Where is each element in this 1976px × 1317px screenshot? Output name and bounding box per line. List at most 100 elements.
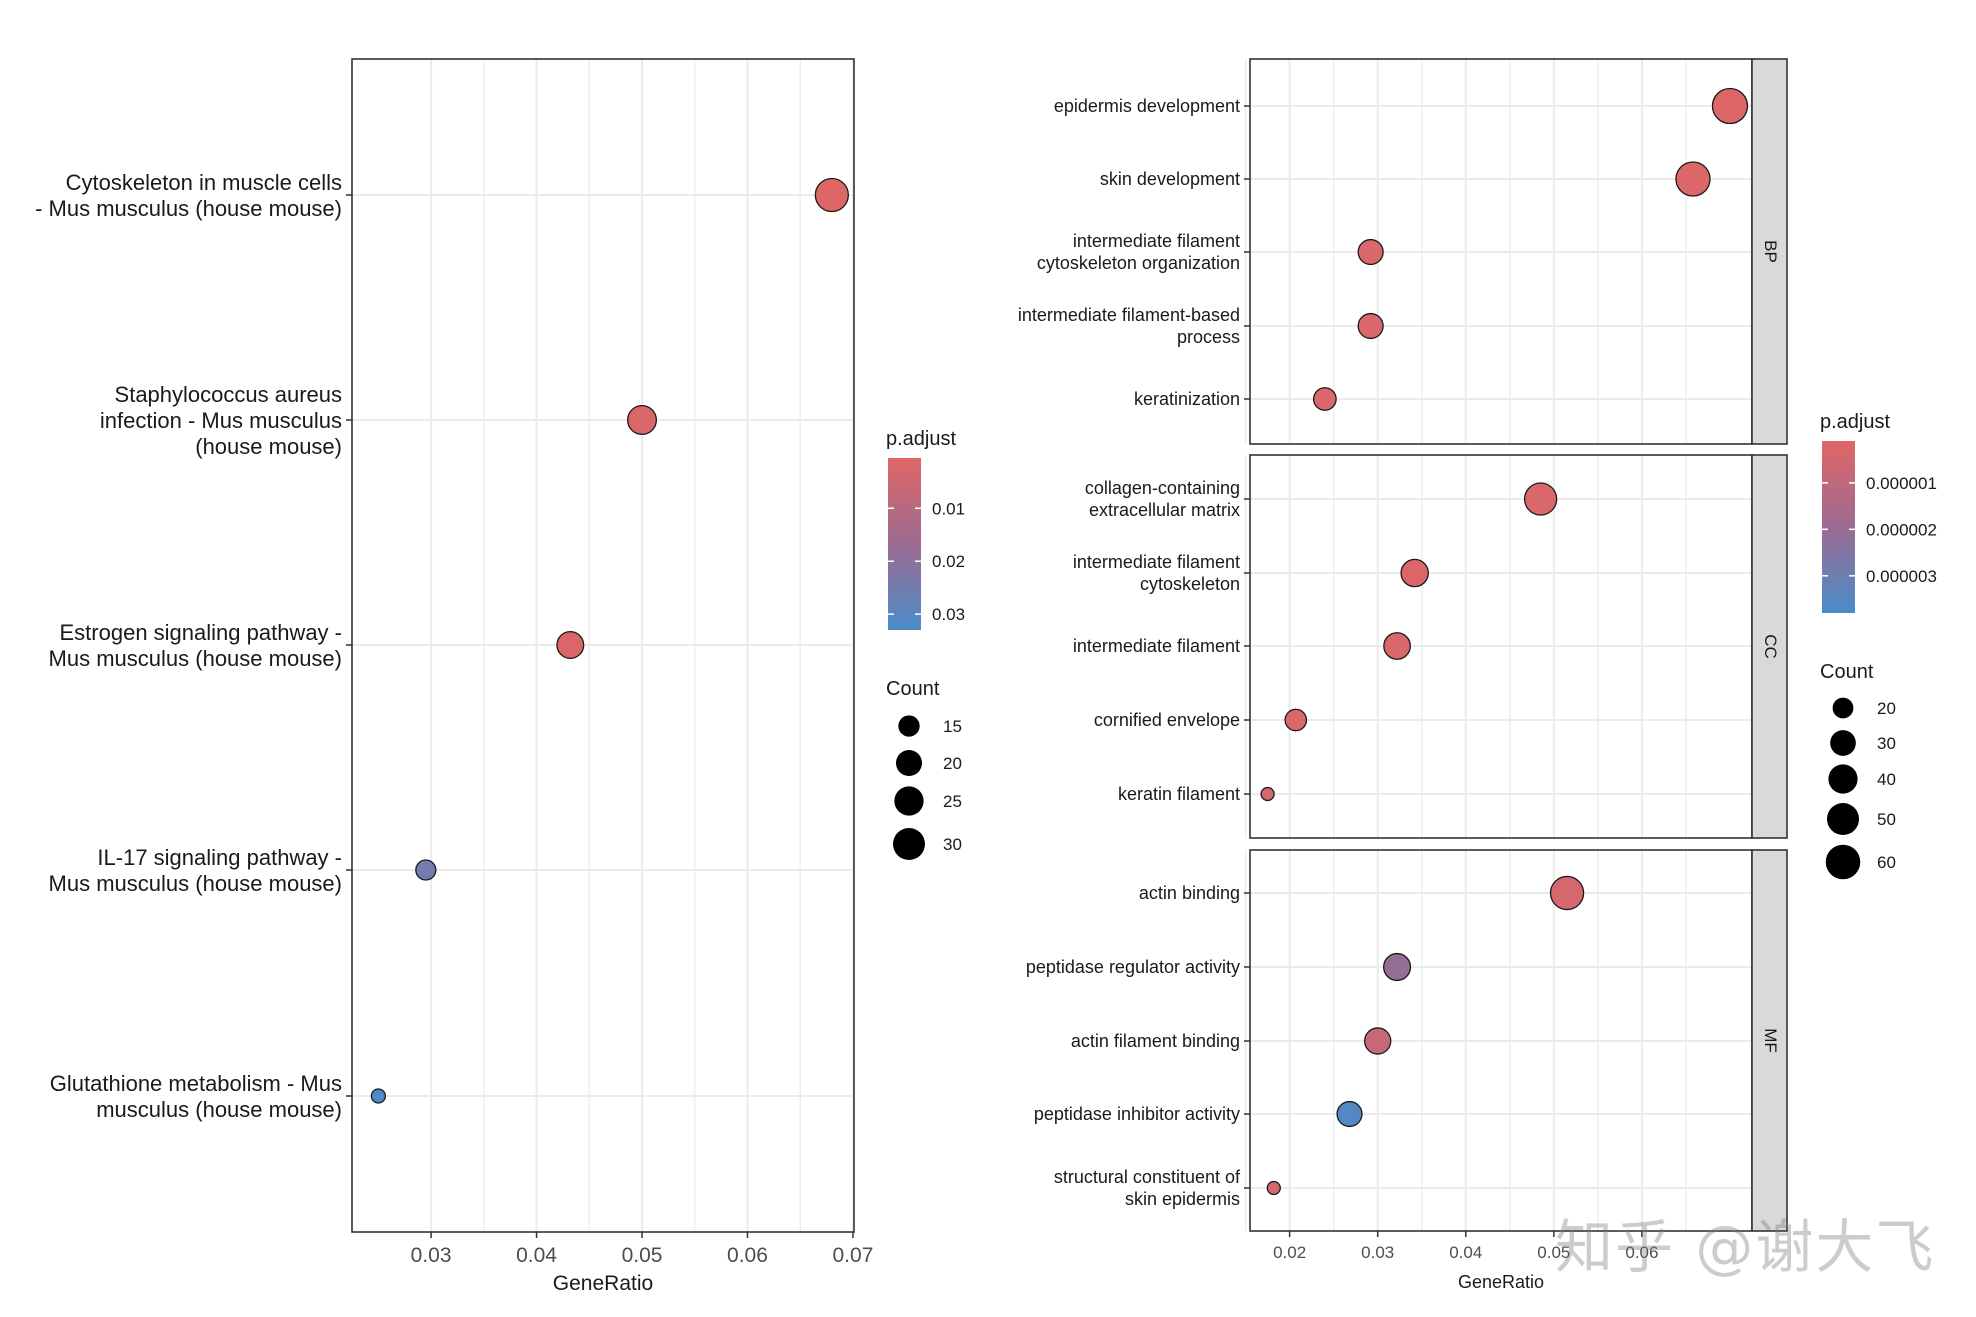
y-tick-label: skin epidermis <box>1125 1189 1240 1209</box>
colorbar-tick-label: 0.000002 <box>1866 520 1937 539</box>
y-tick-label: process <box>1177 327 1240 347</box>
size-legend-label: 15 <box>943 717 962 736</box>
x-axis-title: GeneRatio <box>1458 1272 1544 1292</box>
colorbar-tick-label: 0.02 <box>932 552 965 571</box>
colorbar-tick-label: 0.01 <box>932 499 965 518</box>
y-tick-label: epidermis development <box>1054 96 1240 116</box>
x-tick-label: 0.04 <box>1449 1243 1482 1262</box>
size-legend-dot <box>1828 764 1858 794</box>
facet-strip <box>1751 849 1788 1232</box>
y-tick-label: cornified envelope <box>1094 710 1240 730</box>
facet-strip-label: CC <box>1761 634 1780 659</box>
y-tick-label: peptidase regulator activity <box>1026 957 1240 977</box>
x-axis-title: GeneRatio <box>553 1272 653 1295</box>
chart-layer: Cytoskeleton in muscle cells- Mus muscul… <box>35 58 1937 1295</box>
y-tick-label: intermediate filament <box>1073 552 1240 572</box>
y-tick-label: Staphylococcus aureus <box>115 382 342 407</box>
data-point <box>1383 952 1412 982</box>
data-point <box>1284 708 1308 732</box>
facet-strip <box>1751 454 1788 839</box>
legend-title-padjust: p.adjust <box>1820 411 1890 433</box>
size-legend-label: 60 <box>1877 853 1896 872</box>
size-legend-dot <box>894 786 924 816</box>
y-tick-label: intermediate filament-based <box>1018 305 1240 325</box>
y-tick-label: intermediate filament <box>1073 636 1240 656</box>
size-legend-dot <box>898 715 920 737</box>
x-tick-label: 0.05 <box>1537 1243 1570 1262</box>
data-point <box>1711 87 1749 125</box>
data-point <box>556 630 585 660</box>
x-tick-label: 0.06 <box>1625 1243 1658 1262</box>
x-tick-label: 0.02 <box>1273 1243 1306 1262</box>
data-point <box>1357 312 1384 340</box>
size-legend-label: 30 <box>943 835 962 854</box>
size-legend-label: 25 <box>943 792 962 811</box>
size-legend-label: 20 <box>943 754 962 773</box>
data-point <box>627 404 658 436</box>
legend-title-count: Count <box>1820 661 1874 683</box>
size-legend-dot <box>892 827 926 861</box>
data-point <box>1400 558 1429 588</box>
data-point <box>415 859 437 881</box>
x-tick-label: 0.03 <box>411 1244 452 1267</box>
facet-strip-label: BP <box>1761 240 1780 263</box>
colorbar-tick-label: 0.03 <box>932 605 965 624</box>
y-tick-label: skin development <box>1100 169 1240 189</box>
y-tick-label: Mus musculus (house mouse) <box>49 871 342 896</box>
size-legend-label: 40 <box>1877 770 1896 789</box>
colorbar-tick-label: 0.000003 <box>1866 567 1937 586</box>
data-point <box>1549 875 1585 911</box>
legend-title-padjust: p.adjust <box>886 428 956 450</box>
y-tick-label: keratin filament <box>1118 784 1240 804</box>
facet-strip <box>1751 58 1788 445</box>
y-tick-label: - Mus musculus (house mouse) <box>35 196 342 221</box>
grid-layer <box>352 59 1752 1232</box>
colorbar <box>1822 441 1855 613</box>
y-tick-label: collagen-containing <box>1085 478 1240 498</box>
data-point <box>1260 786 1275 802</box>
y-tick-label: IL-17 signaling pathway - <box>97 845 342 870</box>
x-tick-label: 0.07 <box>833 1244 874 1267</box>
y-tick-label: keratinization <box>1134 389 1240 409</box>
legend-title-count: Count <box>886 678 940 700</box>
x-tick-label: 0.03 <box>1361 1243 1394 1262</box>
x-tick-label: 0.06 <box>727 1244 768 1267</box>
y-tick-label: actin binding <box>1139 883 1240 903</box>
data-point <box>370 1088 387 1104</box>
data-point <box>1266 1180 1281 1196</box>
data-point <box>1336 1100 1363 1128</box>
y-tick-label: musculus (house mouse) <box>96 1097 342 1122</box>
y-tick-label: extracellular matrix <box>1089 500 1240 520</box>
size-legend-label: 30 <box>1877 734 1896 753</box>
colorbar-tick-label: 0.000001 <box>1866 474 1937 493</box>
size-legend-dot <box>1830 730 1856 756</box>
data-point <box>1357 238 1384 266</box>
size-legend-dot <box>1825 844 1861 880</box>
colorbar <box>888 458 921 630</box>
data-point <box>1383 632 1411 660</box>
facet-strip-label: MF <box>1761 1028 1780 1053</box>
size-legend-dot <box>1832 697 1854 719</box>
y-tick-label: actin filament binding <box>1071 1031 1240 1051</box>
y-tick-label: (house mouse) <box>195 434 342 459</box>
x-tick-label: 0.04 <box>516 1244 557 1267</box>
y-tick-label: intermediate filament <box>1073 231 1240 251</box>
size-legend-dot <box>895 749 923 777</box>
data-point <box>1312 387 1337 411</box>
y-tick-label: infection - Mus musculus <box>100 408 342 433</box>
y-tick-label: Estrogen signaling pathway - <box>60 620 343 645</box>
size-legend-label: 20 <box>1877 699 1896 718</box>
y-tick-label: Cytoskeleton in muscle cells <box>66 170 342 195</box>
y-tick-label: peptidase inhibitor activity <box>1034 1104 1240 1124</box>
data-point <box>1675 161 1711 197</box>
data-point <box>814 177 850 213</box>
y-tick-label: Mus musculus (house mouse) <box>49 646 342 671</box>
y-tick-label: Glutathione metabolism - Mus <box>50 1071 342 1096</box>
data-point <box>1523 482 1558 516</box>
y-tick-label: structural constituent of <box>1054 1167 1241 1187</box>
size-legend-dot <box>1826 802 1860 836</box>
x-tick-label: 0.05 <box>622 1244 663 1267</box>
size-legend-label: 50 <box>1877 810 1896 829</box>
y-tick-label: cytoskeleton <box>1140 574 1240 594</box>
